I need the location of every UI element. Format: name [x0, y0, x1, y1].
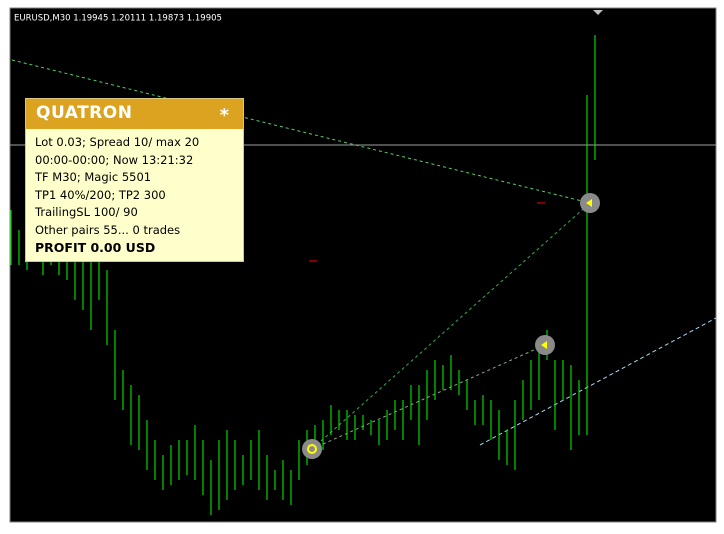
trade-icon-arrow	[541, 341, 547, 349]
trend-line	[479, 317, 717, 446]
trade-icon-mark	[307, 444, 317, 454]
shift-marker	[593, 10, 603, 15]
panel-title: QUATRON	[36, 103, 133, 123]
panel-line: TF M30; Magic 5501	[35, 170, 152, 184]
chart-title: EURUSD,M30 1.19945 1.20111 1.19873 1.199…	[14, 14, 222, 24]
info-panel: QUATRON * Lot 0.03; Spread 10/ max 20 00:…	[25, 98, 244, 262]
trade-icon	[302, 439, 322, 459]
panel-line: Lot 0.03; Spread 10/ max 20	[35, 135, 200, 149]
panel-line: Other pairs 55... 0 trades	[35, 222, 181, 237]
panel-header: QUATRON *	[26, 99, 243, 129]
panel-body: Lot 0.03; Spread 10/ max 20 00:00-00:00; …	[26, 129, 243, 257]
panel-profit: PROFIT 0.00 USD	[35, 240, 156, 255]
chart-area	[9, 7, 717, 523]
trade-icons	[302, 193, 600, 459]
panel-button[interactable]: *	[219, 105, 229, 126]
trend-line	[311, 202, 591, 450]
panel-line: TrailingSL 100/ 90	[35, 205, 138, 219]
trend-line	[311, 344, 546, 450]
panel-line: TP1 40%/200; TP2 300	[35, 187, 166, 202]
trade-icon-arrow	[586, 199, 592, 207]
panel-line: 00:00-00:00; Now 13:21:32	[35, 152, 194, 167]
